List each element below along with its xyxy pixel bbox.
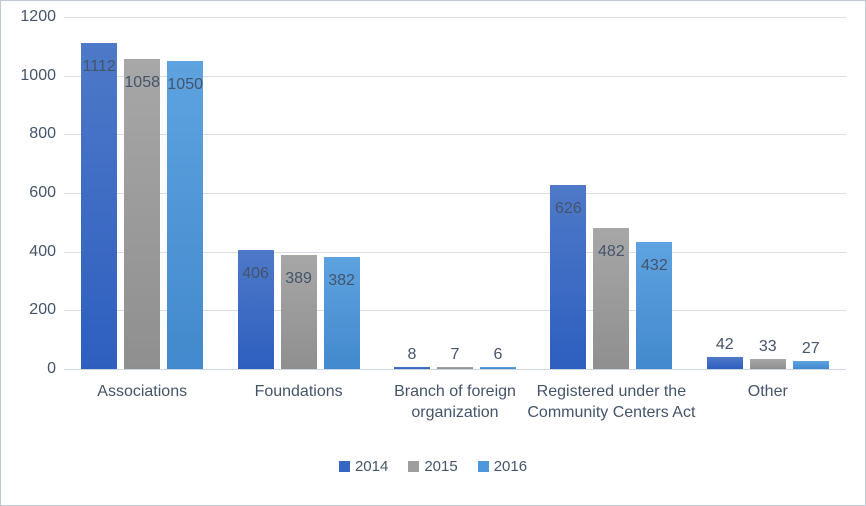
- bar-value-label: 1058: [124, 73, 160, 91]
- x-axis-category-label: Foundations: [254, 383, 343, 400]
- bar-value-label: 626: [555, 200, 582, 218]
- legend-item-2016: 2016: [477, 458, 528, 475]
- bar-value-label: 42: [715, 335, 734, 353]
- y-axis-tick-label: 800: [29, 125, 56, 143]
- bar-2016-4: [636, 242, 673, 369]
- bar-2016-5: [792, 361, 829, 369]
- gridline-0: [64, 369, 846, 370]
- bar-value-label: 406: [242, 264, 269, 282]
- legend-label: 2015: [424, 458, 458, 475]
- legend-marker-icon: [477, 461, 489, 472]
- x-axis-category-label: Registered under the Community Centers A…: [527, 383, 696, 421]
- x-axis-category-label: Branch of foreign organization: [394, 383, 516, 421]
- x-axis-category-label: Associations: [97, 383, 188, 400]
- gridline-800: [64, 134, 846, 136]
- gridline-600: [64, 193, 846, 194]
- legend-marker-icon: [408, 461, 420, 472]
- bar-2014-4: [550, 185, 587, 369]
- bar-2016-1: [167, 61, 204, 369]
- x-axis-category-label: Other: [747, 383, 788, 400]
- bar-value-label: 6: [493, 346, 503, 363]
- bar-2014-3: [394, 366, 430, 369]
- bar-2015-2: [280, 254, 317, 369]
- y-axis-tick-label: 600: [29, 184, 56, 201]
- bar-2015-5: [749, 359, 786, 369]
- bar-value-label: 389: [285, 269, 312, 287]
- legend-marker-icon: [338, 461, 350, 472]
- y-axis-tick-label: 1200: [20, 8, 56, 25]
- bar-value-label: 8: [407, 345, 417, 363]
- bar-2014-1: [81, 42, 118, 369]
- legend-label: 2016: [493, 458, 528, 475]
- gridline-1000: [64, 75, 846, 77]
- bar-2014-2: [237, 249, 274, 369]
- bar-2014-5: [706, 356, 743, 369]
- bar-value-label: 1050: [167, 76, 203, 93]
- y-axis-tick-label: 1000: [20, 66, 56, 84]
- bar-2015-4: [593, 227, 630, 369]
- y-axis-tick-label: 400: [29, 242, 56, 260]
- bar-value-label: 33: [758, 338, 777, 356]
- legend-item-2014: 2014: [338, 458, 389, 475]
- gridline-1200: [64, 17, 846, 18]
- bar-2016-2: [323, 256, 360, 369]
- y-axis-tick-label: 200: [29, 301, 56, 319]
- bar-value-label: 482: [598, 242, 625, 260]
- bar-value-label: 27: [801, 340, 820, 358]
- bar-value-label: 382: [328, 271, 355, 289]
- legend-label: 2014: [354, 458, 389, 475]
- legend-item-2015: 2015: [408, 458, 458, 475]
- bar-2016-3: [480, 367, 516, 369]
- bar-value-label: 7: [450, 345, 460, 363]
- chart-legend: 2014 2015 2016: [1, 458, 865, 475]
- bar-2015-1: [124, 58, 161, 369]
- gridline-200: [64, 310, 846, 312]
- bar-2015-3: [437, 366, 473, 369]
- gridline-400: [64, 251, 846, 253]
- y-axis-tick-label: 0: [47, 360, 56, 377]
- bar-value-label: 432: [641, 257, 668, 275]
- bar-value-label: 1112: [82, 57, 116, 75]
